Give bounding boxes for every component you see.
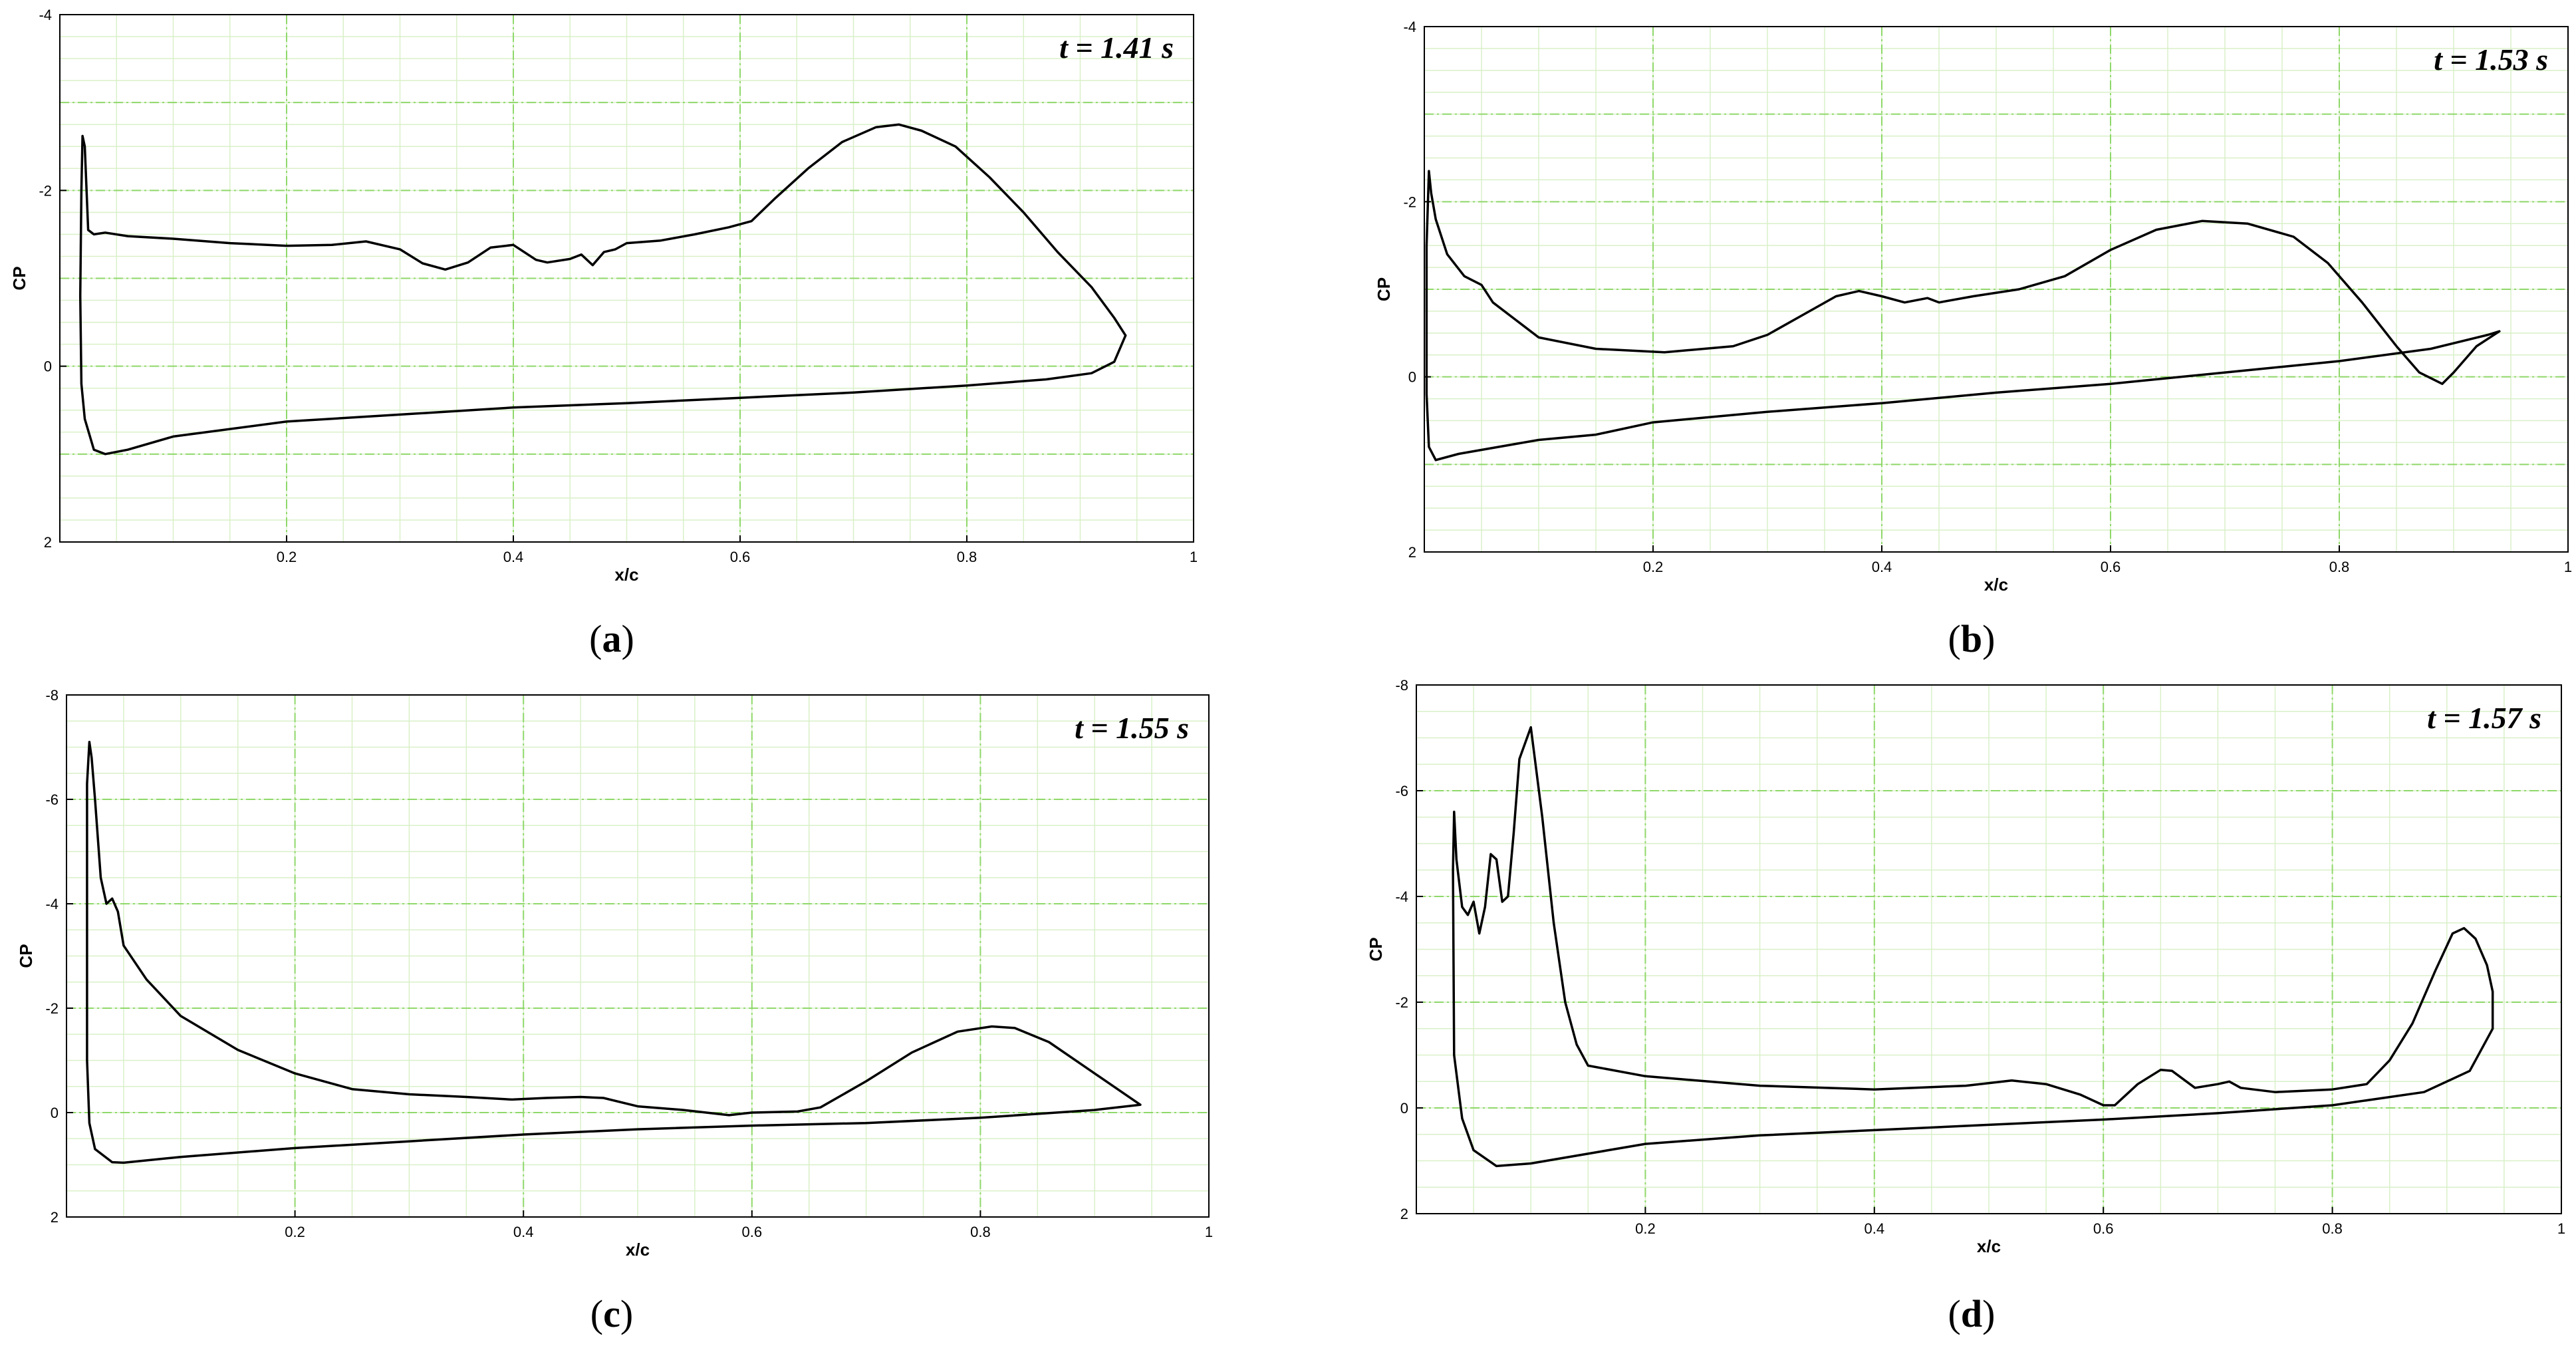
y-tick-label: -6 — [1395, 783, 1408, 799]
x-tick-label: 0.2 — [277, 549, 297, 565]
x-tick-label: 1 — [1190, 549, 1198, 565]
panel-label: (c) — [590, 1292, 633, 1335]
cp-curve — [78, 123, 1127, 456]
panel-b: 0.2 0.4 0.6 0.8 1 -4 -2 0 2 x/c CP t = 1.53 s (b) — [1374, 19, 2572, 660]
x-axis-label: x/c — [1984, 575, 2008, 595]
time-annotation: t = 1.55 s — [1075, 711, 1189, 745]
panel-label-letter: b — [1961, 617, 1982, 660]
y-tick-label: 0 — [44, 358, 52, 375]
plot-frame — [1424, 26, 2569, 553]
time-annotation: t = 1.57 s — [2427, 701, 2541, 735]
x-tick-label: 0.8 — [2329, 559, 2350, 575]
y-tick-label: -2 — [1403, 194, 1416, 210]
cp-curve — [1425, 170, 2501, 462]
plot-frame — [59, 14, 1194, 543]
x-tick-label: 1 — [2564, 559, 2572, 575]
y-tick-label: 2 — [51, 1209, 59, 1226]
x-tick-label: 0.6 — [2093, 1220, 2114, 1237]
y-tick-label: 0 — [51, 1105, 59, 1121]
y-axis-label: CP — [16, 944, 36, 968]
x-tick-label: 0.8 — [2322, 1220, 2343, 1237]
time-annotation: t = 1.41 s — [1059, 31, 1174, 65]
x-tick-label: 1 — [2557, 1220, 2565, 1237]
y-tick-label: -4 — [1395, 888, 1408, 905]
y-tick-label: -4 — [39, 7, 52, 23]
panel-label-letter: c — [603, 1292, 620, 1335]
y-tick-label: -6 — [45, 791, 59, 808]
y-tick-label: 2 — [44, 534, 52, 551]
cp-curve — [1452, 726, 2494, 1168]
y-tick-label: -4 — [45, 896, 59, 912]
y-tick-label: 2 — [1408, 544, 1416, 561]
y-tick-label: -2 — [39, 182, 52, 199]
x-tick-label: 0.4 — [513, 1224, 534, 1240]
panel-d: 0.2 0.4 0.6 0.8 1 -8 -6 -4 -2 0 2 x/c CP t = 1.57 s (d… — [1366, 677, 2565, 1335]
panel-label-letter: a — [602, 617, 622, 660]
panel-label: (d) — [1948, 1292, 1996, 1335]
plot-frame — [66, 694, 1210, 1218]
y-tick-label: 0 — [1408, 369, 1416, 386]
y-tick-label: -2 — [45, 1000, 59, 1017]
y-tick-label: 2 — [1400, 1206, 1408, 1222]
time-annotation: t = 1.53 s — [2434, 43, 2548, 76]
x-tick-label: 0.4 — [503, 549, 524, 565]
x-axis-label: x/c — [626, 1240, 650, 1260]
panel-label: (b) — [1948, 617, 1996, 660]
y-axis-label: CP — [9, 266, 29, 290]
x-tick-label: 0.6 — [742, 1224, 763, 1240]
x-tick-label: 0.2 — [1635, 1220, 1656, 1237]
x-tick-label: 0.6 — [2101, 559, 2121, 575]
cp-curve — [86, 740, 1142, 1164]
panel-label: (a) — [589, 617, 634, 660]
x-axis-label: x/c — [1977, 1236, 2001, 1256]
plot-frame — [1416, 684, 2562, 1214]
y-tick-label: -8 — [1395, 677, 1408, 694]
panel-a: 0.2 0.4 0.6 0.8 1 -4 -2 0 2 x/c CP t = 1.41 s (a) — [9, 7, 1198, 660]
y-tick-label: -2 — [1395, 994, 1408, 1011]
y-tick-label: -8 — [45, 687, 59, 704]
x-tick-label: 0.8 — [970, 1224, 991, 1240]
y-tick-label: 0 — [1400, 1100, 1408, 1117]
x-tick-label: 0.4 — [1872, 559, 1892, 575]
y-tick-label: -4 — [1403, 19, 1416, 35]
panel-label-letter: d — [1961, 1292, 1982, 1335]
x-tick-label: 1 — [1205, 1224, 1213, 1240]
panel-c: 0.2 0.4 0.6 0.8 1 -8 -6 -4 -2 0 2 x/c CP t = 1.55 s (c… — [16, 687, 1213, 1335]
x-tick-label: 0.2 — [1643, 559, 1664, 575]
y-axis-label: CP — [1366, 937, 1386, 961]
x-tick-label: 0.2 — [285, 1224, 305, 1240]
x-tick-label: 0.4 — [1865, 1220, 1885, 1237]
x-axis-label: x/c — [614, 565, 638, 585]
x-tick-label: 0.8 — [957, 549, 977, 565]
x-tick-label: 0.6 — [730, 549, 751, 565]
y-axis-label: CP — [1374, 277, 1394, 301]
